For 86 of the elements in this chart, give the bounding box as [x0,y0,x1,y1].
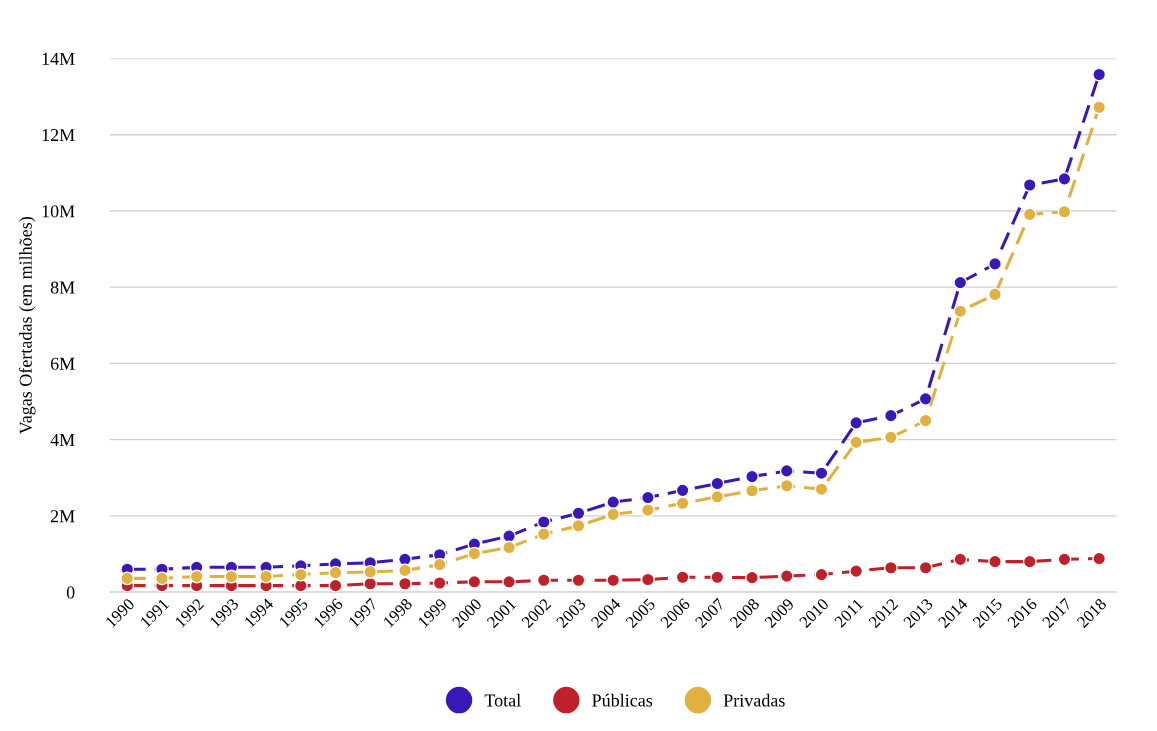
point [814,567,829,582]
legend-label: Públicas [592,693,653,707]
point [606,573,621,588]
point [328,578,343,593]
point [849,415,864,430]
y-tick-label: 8M [50,281,75,294]
point [1092,67,1107,82]
point [1022,207,1037,222]
point [293,578,308,593]
point [432,576,447,590]
y-tick-label: 14M [42,52,75,65]
point [606,495,621,510]
y-axis-title: Vagas Ofertadas (em milhões) [18,217,36,435]
point [224,569,239,584]
point [745,570,759,585]
point [398,563,412,578]
point [502,540,517,555]
point [640,572,655,587]
point [363,564,378,579]
point [259,569,274,584]
y-tick-label: 2M [50,510,75,523]
point [918,413,933,428]
point [710,476,725,491]
point [988,256,1002,271]
point [502,574,517,589]
legend-label: Total [484,693,521,707]
point [1092,551,1107,566]
point [536,527,551,542]
point [571,518,586,533]
point [988,287,1002,302]
point [432,557,447,572]
point [849,435,864,450]
point [120,571,135,586]
point [883,430,898,445]
point [883,408,898,423]
point [675,496,690,511]
point [1022,554,1037,569]
y-tick-label: 12M [42,129,75,141]
point [710,570,725,585]
point [883,560,898,575]
point [918,391,933,406]
point [849,564,864,579]
point [814,482,829,497]
point [953,552,968,567]
point [606,507,621,522]
point [745,469,759,484]
point [398,552,412,567]
y-tick-label: 10M [42,205,75,218]
y-tick-label: 0 [66,586,75,599]
point [467,546,482,561]
point [293,567,308,582]
point [779,463,794,478]
point [1022,178,1037,192]
point [1092,100,1107,115]
point [1057,204,1072,219]
point [1057,171,1072,186]
point [536,515,551,529]
point [953,275,968,290]
point [779,569,794,584]
y-tick-label: 6M [50,357,75,370]
point [571,506,586,521]
point [675,483,690,498]
point [189,569,204,584]
point [814,466,829,481]
point [398,576,412,591]
y-tick-label: 4M [50,434,75,446]
x-tick-label: 2011 [833,598,864,628]
point [640,503,655,518]
point [155,571,169,586]
point [1057,552,1072,567]
x-tick-label: 1991 [139,598,170,628]
point [918,560,933,575]
point [467,574,482,589]
point [675,570,690,585]
point [779,478,794,493]
point [536,573,551,588]
x-tick-label: 2001 [486,598,517,629]
point [745,483,759,498]
point [988,554,1002,569]
point [710,489,725,504]
point [363,576,378,591]
point [953,304,968,319]
point [571,573,586,588]
point [328,565,343,580]
legend-label: Privadas [723,693,785,707]
point [640,490,655,505]
